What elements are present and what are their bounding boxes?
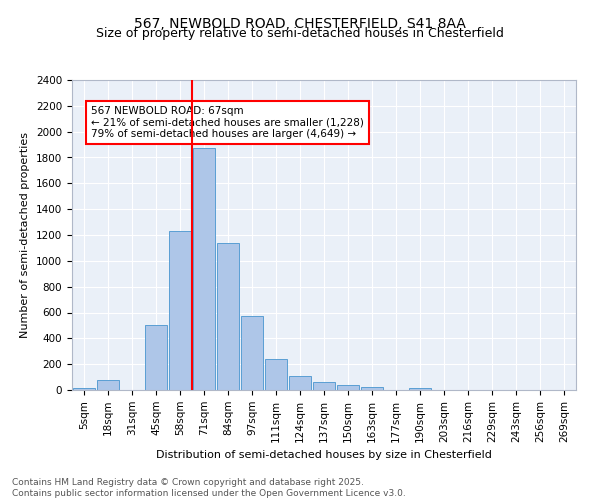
Bar	[241, 316, 263, 390]
Bar	[169, 231, 191, 390]
Text: Contains HM Land Registry data © Crown copyright and database right 2025.
Contai: Contains HM Land Registry data © Crown c…	[12, 478, 406, 498]
Bar	[145, 326, 167, 390]
Bar	[313, 382, 335, 390]
Bar	[217, 243, 239, 390]
Bar	[193, 148, 215, 390]
Bar	[361, 388, 383, 390]
X-axis label: Distribution of semi-detached houses by size in Chesterfield: Distribution of semi-detached houses by …	[156, 450, 492, 460]
Text: 567, NEWBOLD ROAD, CHESTERFIELD, S41 8AA: 567, NEWBOLD ROAD, CHESTERFIELD, S41 8AA	[134, 18, 466, 32]
Bar	[73, 388, 95, 390]
Text: Size of property relative to semi-detached houses in Chesterfield: Size of property relative to semi-detach…	[96, 28, 504, 40]
Bar	[337, 386, 359, 390]
Bar	[265, 359, 287, 390]
Bar	[289, 376, 311, 390]
Bar	[97, 380, 119, 390]
Y-axis label: Number of semi-detached properties: Number of semi-detached properties	[20, 132, 31, 338]
Text: 567 NEWBOLD ROAD: 67sqm
← 21% of semi-detached houses are smaller (1,228)
79% of: 567 NEWBOLD ROAD: 67sqm ← 21% of semi-de…	[91, 106, 364, 139]
Bar	[409, 388, 431, 390]
